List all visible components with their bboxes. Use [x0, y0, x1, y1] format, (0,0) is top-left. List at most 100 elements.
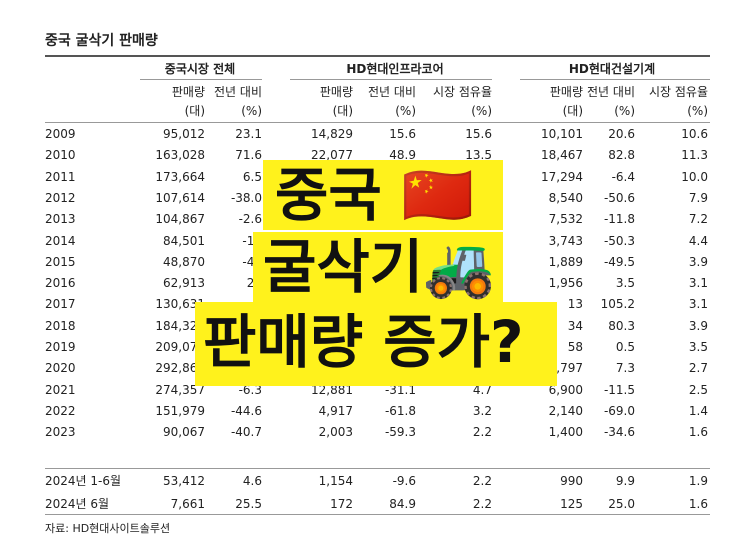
cell: 125	[560, 496, 583, 511]
cell: 2.5	[688, 382, 708, 397]
cell: 107,614	[155, 190, 205, 205]
cell: 2,003	[318, 425, 353, 440]
cell: 15.6	[465, 127, 492, 141]
cell: 1.6	[688, 425, 708, 440]
cell: -50.6	[603, 190, 635, 205]
cell: 172	[330, 496, 353, 511]
row-label: 2011	[45, 169, 76, 184]
highlight-box	[263, 160, 503, 230]
cell: 7.3	[615, 361, 635, 376]
column-header: 전년 대비	[214, 85, 262, 99]
sub-rule	[45, 468, 710, 469]
source: 자료: HD현대사이트솔루션	[45, 522, 171, 535]
cell: 3.1	[688, 276, 708, 291]
cell: 58	[567, 340, 583, 354]
cell: -34.6	[603, 425, 635, 440]
top-rule	[45, 55, 710, 57]
group-rule	[290, 79, 492, 80]
row-label: 2016	[45, 276, 76, 291]
cell: 10,101	[541, 127, 583, 141]
cell: -49.5	[603, 254, 635, 269]
row-label: 2009	[45, 127, 76, 141]
table-title: 중국 굴삭기 판매량	[45, 33, 158, 49]
cell: 48.9	[389, 148, 416, 163]
row-label: 2020	[45, 361, 76, 376]
column-unit: (%)	[687, 104, 708, 118]
cell: -61.8	[384, 403, 416, 418]
row-label: 2021	[45, 382, 76, 397]
overlay-text: 중국 🇨🇳	[275, 161, 475, 229]
cell: 7,661	[170, 496, 205, 511]
column-unit: (%)	[241, 104, 262, 118]
cell: -69.0	[603, 403, 635, 418]
cell: 14,829	[311, 127, 353, 141]
highlight-box	[253, 232, 503, 302]
cell: 62,913	[163, 276, 205, 291]
row-label: 2024년 1-6월	[45, 474, 122, 488]
column-header: 전년 대비	[587, 85, 635, 99]
cell: 209,077	[155, 340, 205, 354]
cell: 1.4	[688, 403, 708, 418]
column-header: 판매량	[549, 85, 583, 99]
cell: 80.3	[608, 318, 635, 333]
cell: 6.5	[242, 169, 262, 184]
row-label: 2018	[45, 318, 76, 333]
cell: 4.4	[688, 233, 708, 248]
cell: 13	[567, 297, 583, 312]
cell: 2.2	[472, 474, 492, 488]
group-rule	[140, 79, 262, 80]
row-label: 2015	[45, 254, 76, 269]
cell: 7,797	[548, 361, 583, 376]
cell: 6,900	[548, 382, 583, 397]
cell: -44.6	[230, 403, 262, 418]
group-header: HD현대건설기계	[568, 62, 656, 76]
cell: 34	[567, 318, 583, 333]
cell: 0.5	[615, 340, 635, 354]
cell: -6.3	[238, 382, 262, 397]
row-label: 2024년 6월	[45, 496, 110, 511]
cell: 95,012	[163, 127, 205, 141]
cell: 7.2	[688, 212, 708, 227]
cell: 163,028	[155, 148, 205, 163]
cell: 22,077	[311, 148, 353, 163]
column-unit: (대)	[562, 104, 583, 118]
cell: 3.9	[688, 318, 708, 333]
cell: 4.6	[242, 474, 262, 488]
cell: 130,631	[155, 297, 205, 312]
row-label: 2013	[45, 212, 76, 227]
cell: 1,956	[548, 276, 583, 291]
row-label: 2017	[45, 297, 76, 312]
cell: 2.7	[688, 361, 708, 376]
row-label: 2019	[45, 340, 76, 354]
column-header: 시장 점유율	[648, 85, 708, 99]
cell: 2.2	[472, 425, 492, 440]
header-rule	[45, 122, 710, 123]
cell: 84.9	[389, 496, 416, 511]
cell: -50.3	[603, 233, 635, 248]
cell: 13.5	[465, 148, 492, 163]
cell: 53,412	[163, 474, 205, 488]
cell: 23.1	[235, 127, 262, 141]
column-header: 판매량	[319, 85, 353, 99]
row-label: 2022	[45, 403, 76, 418]
group-rule	[520, 79, 710, 80]
cell: 1,400	[548, 425, 583, 440]
row-label: 2010	[45, 148, 76, 163]
cell: 1,154	[318, 474, 353, 488]
column-header: 전년 대비	[368, 85, 416, 99]
overlay-text: 굴삭기🚜	[263, 233, 496, 301]
cell: -59.3	[384, 425, 416, 440]
cell: 90,067	[163, 425, 205, 440]
cell: 84,501	[163, 233, 205, 248]
cell: -11.5	[603, 382, 635, 397]
cell: 1.6	[688, 496, 708, 511]
cell: 7.9	[688, 190, 708, 205]
highlight-box	[195, 302, 557, 386]
cell: 25.0	[608, 496, 635, 511]
cell: 2.2	[472, 496, 492, 511]
cell: 3.9	[688, 254, 708, 269]
cell: 151,979	[155, 403, 205, 418]
group-header: 중국시장 전체	[164, 62, 236, 76]
column-header: 판매량	[171, 85, 205, 99]
